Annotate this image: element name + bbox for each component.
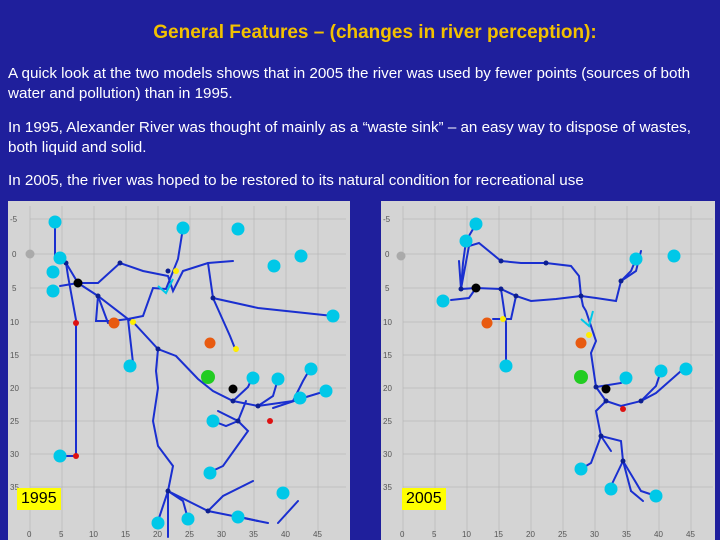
y-tick: -5 [10, 215, 18, 224]
x-tick: 35 [249, 530, 258, 539]
year-label-2005: 2005 [402, 488, 446, 510]
y-axis-ticks-1995: -5 0 5 10 15 20 25 30 35 [10, 215, 19, 492]
x-tick: 20 [153, 530, 162, 539]
x-tick: 30 [217, 530, 226, 539]
x-tick: 10 [462, 530, 471, 539]
x-tick: 10 [89, 530, 98, 539]
x-tick: 20 [526, 530, 535, 539]
x-tick: 15 [494, 530, 503, 539]
water-source-markers-2005 [436, 217, 693, 503]
x-axis-ticks-2005: 0 5 10 15 20 25 30 35 40 45 [400, 530, 695, 539]
y-tick: 25 [383, 417, 392, 426]
x-tick: 45 [313, 530, 322, 539]
water-source-markers-1995 [46, 215, 340, 530]
y-tick: 0 [12, 250, 17, 259]
y-axis-ticks-2005: -5 0 5 10 15 20 25 30 35 [383, 215, 392, 492]
y-tick: 25 [10, 417, 19, 426]
y-tick: -5 [383, 215, 391, 224]
x-tick: 45 [686, 530, 695, 539]
page-title: General Features – (changes in river per… [153, 22, 597, 43]
x-tick: 30 [590, 530, 599, 539]
x-tick: 0 [400, 530, 405, 539]
river-channels-2005 [450, 223, 682, 502]
y-tick: 20 [10, 384, 19, 393]
x-tick: 35 [622, 530, 631, 539]
y-tick: 5 [385, 284, 390, 293]
paragraph-fewer-points: A quick look at the two models shows tha… [8, 65, 691, 102]
y-tick: 0 [385, 250, 390, 259]
river-nodes-2005 [458, 258, 644, 464]
year-label-1995: 1995 [17, 488, 61, 510]
river-channels-1995 [54, 221, 334, 538]
x-axis-ticks-1995: 0 5 10 15 20 25 30 35 40 45 [27, 530, 322, 539]
x-tick: 40 [281, 530, 290, 539]
x-tick: 5 [59, 530, 64, 539]
y-tick: 10 [10, 318, 19, 327]
y-tick: 35 [10, 483, 19, 492]
y-tick: 35 [383, 483, 392, 492]
y-tick: 15 [383, 351, 392, 360]
river-model-2005: -5 0 5 10 15 20 25 30 35 0 5 10 15 20 25… [381, 201, 715, 540]
x-tick: 25 [558, 530, 567, 539]
paragraph-2005-restoration: In 2005, the river was hoped to be resto… [8, 172, 584, 189]
y-tick: 10 [383, 318, 392, 327]
x-tick: 25 [185, 530, 194, 539]
pollution-source-markers-2005 [396, 251, 626, 412]
x-tick: 0 [27, 530, 32, 539]
paragraph-1995-waste-sink: In 1995, Alexander River was thought of … [8, 119, 691, 156]
river-network-2005-diagram: -5 0 5 10 15 20 25 30 35 0 5 10 15 20 25… [383, 206, 713, 539]
pollution-source-markers-1995 [25, 249, 273, 459]
river-nodes-1995 [63, 260, 261, 514]
x-tick: 40 [654, 530, 663, 539]
y-tick: 20 [383, 384, 392, 393]
x-tick: 5 [432, 530, 437, 539]
y-tick: 15 [10, 351, 19, 360]
river-network-1995-diagram: -5 0 5 10 15 20 25 30 35 0 5 10 15 20 25… [10, 206, 346, 539]
x-tick: 15 [121, 530, 130, 539]
y-tick: 5 [12, 284, 17, 293]
y-tick: 30 [383, 450, 392, 459]
y-tick: 30 [10, 450, 19, 459]
river-model-1995: -5 0 5 10 15 20 25 30 35 0 5 10 15 20 25… [8, 201, 350, 540]
